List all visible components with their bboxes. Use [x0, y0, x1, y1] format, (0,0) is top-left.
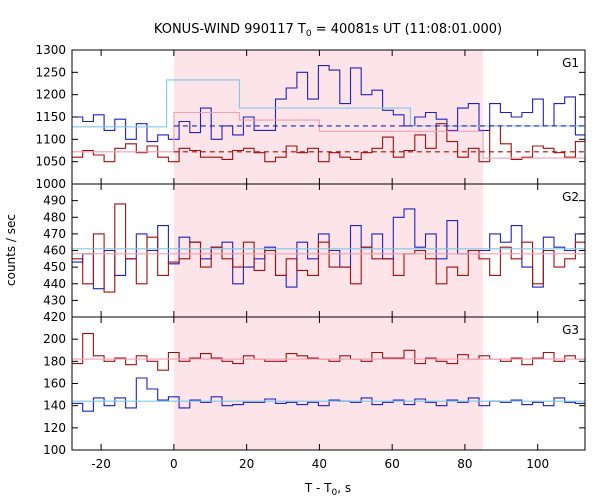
panel-g1-ytick-label: 1300 [35, 43, 66, 57]
panel-g1-ytick-label: 1000 [35, 177, 66, 191]
panel-g2-series-blue-0 [72, 208, 585, 290]
xtick-label: 20 [239, 457, 254, 471]
panel-g3: 100 120 140 160 180 200 G3 [43, 316, 586, 457]
xtick-label: 40 [312, 457, 327, 471]
panel-g2-label: G2 [562, 190, 579, 204]
panel-g2-ytick-label: 490 [43, 194, 66, 208]
panel-g1-ytick-label: 1150 [35, 110, 66, 124]
panel-g3-series-red-0 [72, 333, 585, 371]
shaded-interval [173, 50, 484, 450]
panel-g2-ytick-label: 440 [43, 277, 66, 291]
panel-g2-ytick-label: 470 [43, 227, 66, 241]
x-axis-label-prefix: T - T [304, 481, 332, 495]
panel-g3-series-blue-1 [72, 377, 585, 412]
panel-g3-ytick-label: 100 [43, 443, 66, 457]
x-axis-label-suffix: , s [337, 481, 351, 495]
panel-g2-series-red-1 [72, 203, 585, 293]
panel-g2-ytick-label: 480 [43, 210, 66, 224]
plot-layer: 1000105011001150120012501300G14204304404… [35, 43, 586, 471]
panel-g2-ytick-label: 420 [43, 310, 66, 324]
panel-g3-label: G3 [562, 323, 579, 337]
chart-title-sub: 0 [306, 29, 312, 39]
panel-g3-ytick-label: 200 [43, 332, 66, 346]
panel-g1-label: G1 [562, 56, 579, 70]
panel-g1-data [72, 65, 585, 163]
xtick-label: 60 [385, 457, 400, 471]
panel-g3-ytick-label: 180 [43, 354, 66, 368]
panel-g1: 1000 1050 1100 1150 1200 1250 1300 G1 [35, 43, 586, 191]
panel-g3-ytick-label: 120 [43, 421, 66, 435]
panel-g1-series-red-1 [72, 123, 585, 163]
panel-g2-ytick-label: 460 [43, 244, 66, 258]
y-axis-label: counts / sec [4, 214, 18, 286]
xtick-label: 80 [457, 457, 472, 471]
panel-g1-ytick-label: 1100 [35, 132, 66, 146]
chart-title-suffix: = 40081s UT (11:08:01.000) [312, 22, 502, 37]
panel-g1-ytick-label: 1250 [35, 65, 66, 79]
panel-g3-data [72, 333, 585, 412]
panel-g3-ytick-label: 160 [43, 377, 66, 391]
panel-g1-series-pink-3 [72, 111, 585, 159]
xtick-label: 100 [526, 457, 549, 471]
panel-g2-data [72, 203, 585, 293]
panel-g3-ytick-label: 140 [43, 399, 66, 413]
x-axis-label-sub: 0 [332, 488, 338, 498]
xtick-label: -20 [91, 457, 111, 471]
panel-g1-series-lightblue-2 [72, 79, 585, 128]
panel-g1-ytick-label: 1200 [35, 88, 66, 102]
x-axis-label: T - T0, s [304, 481, 351, 498]
panel-g2-ytick-label: 450 [43, 260, 66, 274]
chart-title: KONUS-WIND 990117 T0 = 40081s UT (11:08:… [154, 22, 502, 39]
panel-g1-series-blue-0 [72, 65, 585, 143]
panel-g1-ytick-label: 1050 [35, 155, 66, 169]
chart-title-prefix: KONUS-WIND 990117 T [154, 22, 306, 37]
xtick-label: 0 [170, 457, 178, 471]
panel-g2-ytick-label: 430 [43, 293, 66, 307]
